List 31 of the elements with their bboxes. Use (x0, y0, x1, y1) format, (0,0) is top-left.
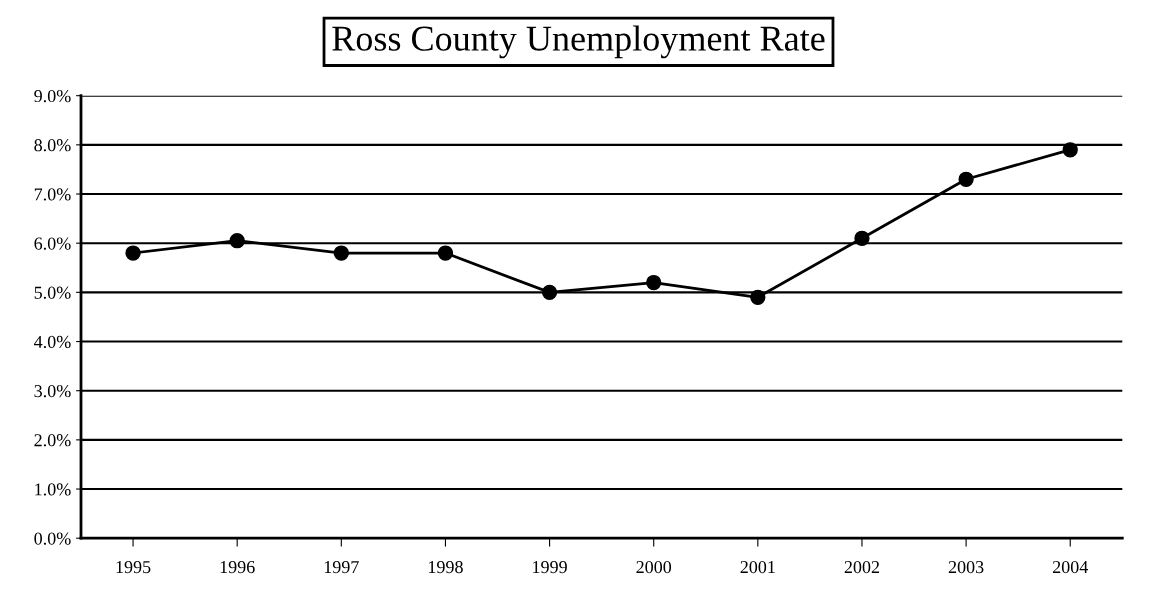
x-tick-label: 2003 (948, 560, 984, 574)
point (958, 171, 974, 187)
y-tick-label: 7.0% (34, 188, 71, 201)
point (437, 245, 454, 261)
y-tick-label: 4.0% (34, 335, 71, 349)
point (854, 230, 870, 246)
point (333, 245, 349, 261)
x-tick-label: 1999 (533, 560, 567, 574)
y-tick-label: 3.0% (34, 384, 71, 398)
point (750, 289, 766, 305)
y-tick-label: 2.0% (34, 434, 71, 447)
y-tick-label: 6.0% (34, 237, 71, 250)
x-tick-label: 1998 (428, 560, 463, 574)
chart-title: Ross County Unemployment Rate (332, 25, 825, 59)
x-tick-label: 2001 (740, 560, 775, 574)
point (1062, 142, 1078, 158)
x-tick-label: 1996 (220, 560, 255, 574)
y-tick-label: 5.0% (34, 286, 71, 299)
y-tick-label: 0.0% (34, 532, 71, 545)
point (229, 233, 245, 249)
x-tick-label: 2004 (1052, 560, 1088, 574)
point (646, 274, 662, 291)
x-tick-label: 1997 (324, 560, 359, 574)
point (125, 245, 141, 261)
x-tick-label: 1995 (116, 560, 151, 574)
y-tick-label: 8.0% (34, 139, 71, 152)
y-tick-label: 9.0% (34, 89, 71, 103)
point (541, 284, 558, 300)
x-tick-label: 2000 (636, 560, 672, 574)
x-tick-label: 2002 (844, 560, 880, 574)
y-tick-label: 1.0% (35, 483, 71, 496)
